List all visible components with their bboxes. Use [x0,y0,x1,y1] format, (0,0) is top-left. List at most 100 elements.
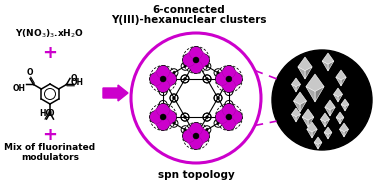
Polygon shape [333,94,338,102]
Circle shape [195,51,205,61]
Polygon shape [336,77,341,86]
Circle shape [187,135,197,145]
Circle shape [226,114,232,120]
Polygon shape [336,117,340,124]
Polygon shape [298,67,305,79]
Circle shape [162,108,172,118]
Circle shape [220,116,230,126]
Polygon shape [322,61,328,71]
Polygon shape [325,107,330,116]
Polygon shape [307,122,317,132]
Text: OH: OH [12,84,26,94]
Circle shape [156,65,170,78]
Polygon shape [325,100,335,110]
Circle shape [183,54,195,67]
Polygon shape [321,113,330,122]
Circle shape [184,128,187,131]
Circle shape [206,78,209,81]
FancyArrow shape [103,85,128,101]
Text: 6-connected: 6-connected [153,5,225,15]
Text: Mix of fluorinated
modulators: Mix of fluorinated modulators [5,143,96,162]
Circle shape [228,90,231,93]
Circle shape [193,133,199,139]
Circle shape [222,79,235,92]
Circle shape [228,70,238,80]
Circle shape [154,78,164,88]
Polygon shape [318,142,322,149]
Polygon shape [306,87,315,102]
Circle shape [205,65,208,68]
Circle shape [162,70,172,80]
Circle shape [217,97,220,100]
Circle shape [164,110,177,124]
Circle shape [156,103,170,116]
Circle shape [156,118,170,131]
Polygon shape [324,132,328,139]
Circle shape [189,123,203,135]
Polygon shape [305,67,312,79]
Circle shape [184,116,187,119]
Circle shape [217,96,220,99]
Circle shape [228,103,231,106]
Circle shape [161,103,164,106]
Polygon shape [314,137,322,145]
Polygon shape [291,78,301,87]
Circle shape [162,78,172,88]
Polygon shape [293,92,307,105]
Circle shape [172,97,175,100]
Circle shape [154,70,164,80]
Polygon shape [341,77,346,86]
Text: spn topology: spn topology [158,170,234,180]
Polygon shape [293,101,300,112]
Text: Y(NO$_3$)$_3$.xH$_2$O: Y(NO$_3$)$_3$.xH$_2$O [15,27,85,39]
Polygon shape [339,123,349,132]
Polygon shape [291,108,301,117]
Circle shape [197,129,209,142]
Circle shape [215,110,228,124]
Circle shape [195,59,205,69]
Circle shape [184,77,187,80]
Polygon shape [341,104,345,111]
Text: +: + [42,44,57,62]
Circle shape [183,78,186,81]
Polygon shape [312,129,317,138]
Polygon shape [306,74,324,92]
Polygon shape [307,129,312,138]
Circle shape [220,70,230,80]
Text: OH: OH [71,78,84,87]
Polygon shape [339,129,344,137]
Circle shape [172,96,175,99]
Polygon shape [315,87,324,102]
Circle shape [272,50,372,150]
Circle shape [164,73,177,86]
Circle shape [187,59,197,69]
Circle shape [220,108,230,118]
Circle shape [189,46,203,60]
Circle shape [160,76,166,82]
Polygon shape [308,117,314,127]
Circle shape [228,116,238,126]
Polygon shape [336,70,346,80]
Circle shape [220,78,230,88]
Circle shape [206,116,209,118]
Circle shape [215,73,228,86]
Circle shape [162,116,172,126]
Circle shape [189,60,203,73]
Circle shape [150,73,163,86]
Polygon shape [298,57,312,71]
Circle shape [184,65,187,68]
Text: +: + [42,126,57,144]
Circle shape [183,129,195,142]
Circle shape [150,110,163,124]
Polygon shape [330,107,335,116]
Circle shape [154,108,164,118]
Circle shape [195,127,205,137]
Circle shape [205,128,208,131]
Circle shape [187,51,197,61]
Circle shape [217,71,220,74]
Circle shape [228,108,238,118]
Text: O: O [70,74,77,84]
Circle shape [205,77,208,80]
Circle shape [222,65,235,78]
Circle shape [172,71,175,74]
